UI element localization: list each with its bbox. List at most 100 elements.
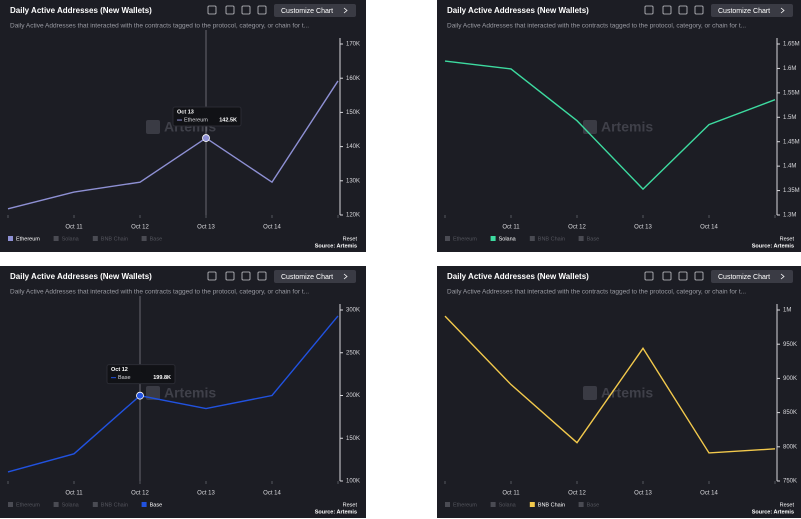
hover-point bbox=[202, 134, 210, 142]
toolbar-icon[interactable] bbox=[694, 5, 704, 15]
customize-button-label[interactable]: Customize Chart bbox=[718, 274, 770, 281]
watermark: Artemis bbox=[164, 385, 216, 401]
y-tick-label: 1M bbox=[783, 308, 791, 314]
legend-swatch[interactable] bbox=[8, 502, 13, 507]
y-tick-label: 1.3M bbox=[783, 213, 796, 219]
toolbar-icon[interactable] bbox=[694, 271, 704, 281]
legend-label[interactable]: Solana bbox=[62, 236, 80, 242]
x-tick-label: Oct 13 bbox=[634, 225, 652, 231]
tooltip-value: 199.8K bbox=[153, 375, 171, 381]
toolbar-icon[interactable] bbox=[257, 271, 267, 281]
toolbar-icon[interactable] bbox=[662, 5, 672, 15]
toolbar-icon[interactable] bbox=[662, 271, 672, 281]
x-tick-label: Oct 12 bbox=[568, 491, 586, 497]
legend-label[interactable]: Ethereum bbox=[453, 502, 477, 508]
legend-swatch[interactable] bbox=[445, 236, 450, 241]
legend-swatch[interactable] bbox=[490, 236, 496, 241]
toolbar-icon[interactable] bbox=[225, 271, 235, 281]
y-tick-label: 800K bbox=[783, 444, 797, 450]
customize-button-label[interactable]: Customize Chart bbox=[281, 274, 333, 281]
legend-swatch[interactable] bbox=[92, 502, 98, 507]
legend-swatch[interactable] bbox=[141, 502, 147, 507]
x-tick-label: Oct 13 bbox=[634, 491, 652, 497]
customize-button-label[interactable]: Customize Chart bbox=[281, 8, 333, 15]
customize-button[interactable] bbox=[274, 270, 356, 283]
legend-swatch[interactable] bbox=[141, 236, 147, 241]
chart-panel: Daily Active Addresses (New Wallets) Dail… bbox=[437, 0, 801, 252]
watermark-logo bbox=[583, 386, 597, 400]
toolbar-icon[interactable] bbox=[644, 271, 654, 281]
toolbar-icon[interactable] bbox=[241, 5, 251, 15]
legend-swatch[interactable] bbox=[578, 502, 584, 507]
tooltip-date: Oct 13 bbox=[177, 110, 194, 116]
y-tick-label: 120K bbox=[346, 213, 360, 219]
customize-button[interactable] bbox=[711, 4, 793, 17]
reset-button[interactable]: Reset bbox=[343, 236, 358, 242]
toolbar-icon[interactable] bbox=[678, 5, 688, 15]
legend-label[interactable]: BNB Chain bbox=[538, 236, 565, 242]
watermark-logo bbox=[583, 120, 597, 134]
watermark-logo bbox=[146, 120, 160, 134]
legend-label[interactable]: Base bbox=[150, 236, 163, 242]
legend-swatch[interactable] bbox=[92, 236, 98, 241]
legend-label[interactable]: Ethereum bbox=[16, 502, 40, 508]
chevron bbox=[343, 273, 348, 280]
chevron bbox=[780, 273, 785, 280]
chart-title: Daily Active Addresses (New Wallets) bbox=[447, 272, 589, 281]
y-tick-label: 300K bbox=[346, 308, 360, 314]
watermark-logo bbox=[146, 386, 160, 400]
legend-label[interactable]: Base bbox=[150, 502, 163, 508]
toolbar-icon[interactable] bbox=[207, 271, 217, 281]
toolbar-icon[interactable] bbox=[257, 5, 267, 15]
toolbar-icon[interactable] bbox=[644, 5, 654, 15]
toolbar-icon[interactable] bbox=[225, 5, 235, 15]
toolbar-icon[interactable] bbox=[678, 271, 688, 281]
legend-swatch[interactable] bbox=[529, 236, 535, 241]
legend-swatch[interactable] bbox=[529, 502, 535, 507]
y-tick-label: 250K bbox=[346, 350, 360, 356]
legend-label[interactable]: BNB Chain bbox=[101, 502, 128, 508]
legend-swatch[interactable] bbox=[53, 502, 59, 507]
x-tick-label: Oct 12 bbox=[131, 225, 149, 231]
toolbar-icon[interactable] bbox=[207, 5, 217, 15]
legend-swatch[interactable] bbox=[578, 236, 584, 241]
customize-button[interactable] bbox=[711, 270, 793, 283]
reset-button[interactable]: Reset bbox=[343, 502, 358, 508]
tooltip bbox=[106, 364, 176, 385]
chart-subtitle: Daily Active Addresses that interacted w… bbox=[10, 289, 309, 296]
legend-label[interactable]: Base bbox=[587, 236, 600, 242]
toolbar-icon[interactable] bbox=[241, 271, 251, 281]
chart-title: Daily Active Addresses (New Wallets) bbox=[10, 272, 152, 281]
legend-label[interactable]: Solana bbox=[62, 502, 80, 508]
legend-label[interactable]: BNB Chain bbox=[101, 236, 128, 242]
y-tick-label: 130K bbox=[346, 178, 360, 184]
legend-label[interactable]: Solana bbox=[499, 236, 517, 242]
legend-swatch[interactable] bbox=[53, 236, 59, 241]
y-tick-label: 1.4M bbox=[783, 164, 796, 170]
x-tick-label: Oct 14 bbox=[700, 225, 718, 231]
reset-button[interactable]: Reset bbox=[780, 502, 795, 508]
legend-swatch[interactable] bbox=[490, 502, 496, 507]
x-tick-label: Oct 13 bbox=[197, 225, 215, 231]
legend-label[interactable]: Solana bbox=[499, 502, 517, 508]
reset-button[interactable]: Reset bbox=[780, 236, 795, 242]
y-tick-label: 900K bbox=[783, 376, 797, 382]
legend-label[interactable]: Base bbox=[587, 502, 600, 508]
legend-swatch[interactable] bbox=[8, 236, 13, 241]
y-tick-label: 100K bbox=[346, 479, 360, 485]
y-tick-label: 170K bbox=[346, 42, 360, 48]
customize-button-label[interactable]: Customize Chart bbox=[718, 8, 770, 15]
y-tick-label: 160K bbox=[346, 76, 360, 82]
line-series bbox=[444, 315, 776, 454]
customize-button[interactable] bbox=[274, 4, 356, 17]
legend-swatch[interactable] bbox=[445, 502, 450, 507]
legend-label[interactable]: BNB Chain bbox=[538, 502, 565, 508]
y-tick-label: 140K bbox=[346, 144, 360, 150]
legend-label[interactable]: Ethereum bbox=[16, 236, 40, 242]
chart-subtitle: Daily Active Addresses that interacted w… bbox=[447, 289, 746, 296]
chart-subtitle: Daily Active Addresses that interacted w… bbox=[447, 23, 746, 30]
y-tick-label: 1.35M bbox=[783, 188, 800, 194]
x-tick-label: Oct 14 bbox=[700, 491, 718, 497]
legend-label[interactable]: Ethereum bbox=[453, 236, 477, 242]
